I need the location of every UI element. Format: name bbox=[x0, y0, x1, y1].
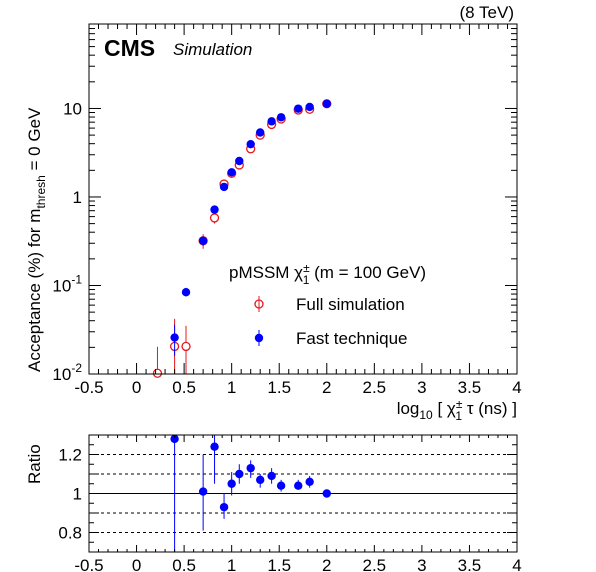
main-point-fast-technique bbox=[305, 102, 314, 112]
ratio-x-tick-label: 3 bbox=[417, 556, 426, 572]
main-y-tick-label-exp: -2 bbox=[71, 361, 82, 375]
legend-marker-full-simulation bbox=[254, 296, 264, 312]
ratio-y-axis-label: Ratio bbox=[25, 444, 44, 484]
main-point-full-simulation bbox=[209, 213, 220, 223]
legend-title-sup: ± bbox=[303, 261, 310, 275]
legend-title-sub: 1 bbox=[303, 273, 310, 287]
main-y-tick-label-base: 1 bbox=[73, 188, 82, 207]
x-axis-label-sub1: 10 bbox=[419, 408, 433, 422]
x-axis-label-post: τ (ns) ] bbox=[462, 399, 517, 418]
x-axis-label-sub2: 1 bbox=[455, 409, 462, 423]
ratio-point-ratio bbox=[276, 481, 286, 490]
x-axis-label-pre: log bbox=[397, 399, 420, 418]
ratio-point-ratio bbox=[267, 471, 276, 481]
ratio-x-tick-label: 3.5 bbox=[458, 556, 482, 572]
main-plot-marks bbox=[152, 99, 332, 378]
main-x-ticks: -0.5 0 0.5 1 1.5 2 2.5 3 3.5 4 bbox=[74, 24, 522, 397]
main-point-full-simulation bbox=[152, 368, 163, 378]
main-x-tick-label: 0.5 bbox=[172, 378, 196, 397]
ratio-point-ratio bbox=[210, 442, 219, 451]
legend-title-pre: pMSSM χ bbox=[229, 263, 303, 282]
main-y-tick-label-base: 10 bbox=[52, 276, 71, 295]
main-point-fast-technique bbox=[294, 104, 303, 113]
ratio-x-tick-label: 0 bbox=[132, 556, 141, 572]
main-point-fast-technique bbox=[246, 139, 255, 149]
main-point-fast-technique bbox=[227, 168, 236, 177]
main-y-tick-label: 1 bbox=[73, 188, 82, 207]
legend-title: pMSSM χ± 1 (m = 100 GeV) bbox=[229, 261, 426, 287]
main-x-tick-label: 2.5 bbox=[363, 378, 387, 397]
main-point-fast-technique bbox=[276, 113, 286, 122]
ratio-x-tick-label: 2 bbox=[322, 556, 331, 572]
main-point-fast-technique bbox=[219, 182, 229, 192]
ratio-x-ticks: -0.5 0 0.5 1 1.5 2 2.5 3 3.5 4 bbox=[74, 435, 522, 572]
main-y-axis-label-tail: = 0 GeV bbox=[25, 107, 44, 175]
main-y-axis-label-sub: thresh bbox=[34, 175, 48, 208]
main-x-tick-label: 3.5 bbox=[458, 378, 482, 397]
legend-entry-fast-technique: Fast technique bbox=[296, 329, 408, 348]
main-point-fast-technique bbox=[256, 128, 265, 137]
main-point-fast-technique bbox=[170, 333, 179, 342]
ratio-x-tick-label: 0.5 bbox=[172, 556, 196, 572]
main-y-axis-label: Acceptance (%) for mthresh = 0 GeV bbox=[25, 107, 48, 372]
main-x-tick-label: 1.5 bbox=[267, 378, 291, 397]
main-point-full-simulation bbox=[181, 341, 191, 352]
main-y-tick-label: 10-2 bbox=[52, 361, 82, 384]
ratio-x-tick-label: 1 bbox=[227, 556, 236, 572]
main-y-tick-label-base: 10 bbox=[63, 99, 82, 118]
x-axis-label-sup: ± bbox=[456, 397, 463, 411]
ratio-panel: -0.5 0 0.5 1 1.5 2 2.5 3 3.5 4 0.8 1 1.2 Ratio bbox=[25, 434, 522, 572]
ratio-x-tick-label: 1.5 bbox=[267, 556, 291, 572]
cms-label: CMS bbox=[104, 35, 155, 61]
ratio-y-tick-label: 1 bbox=[73, 485, 82, 504]
ratio-point-ratio bbox=[305, 477, 314, 486]
main-y-axis-label-main: Acceptance (%) for m bbox=[25, 209, 44, 372]
legend-title-post: (m = 100 GeV) bbox=[309, 263, 426, 282]
main-x-tick-label: 0 bbox=[132, 378, 141, 397]
main-point-fast-technique bbox=[267, 117, 276, 126]
main-y-tick-label-base: 10 bbox=[52, 365, 71, 384]
energy-label: (8 TeV) bbox=[460, 3, 515, 22]
main-point-fast-technique bbox=[322, 99, 331, 108]
main-y-tick-label-exp: -1 bbox=[71, 272, 82, 286]
ratio-point-ratio bbox=[256, 475, 265, 485]
main-x-tick-label: 1 bbox=[227, 378, 236, 397]
main-point-fast-technique bbox=[235, 156, 244, 166]
ratio-point-ratio bbox=[227, 479, 236, 488]
legend: pMSSM χ± 1 (m = 100 GeV) Full simulation … bbox=[229, 261, 426, 348]
ratio-x-tick-label: -0.5 bbox=[74, 556, 103, 572]
ratio-point-ratio bbox=[235, 469, 244, 479]
ratio-x-tick-label: 4 bbox=[512, 556, 521, 572]
ratio-point-ratio bbox=[246, 463, 255, 473]
legend-marker-fast-technique bbox=[254, 330, 264, 346]
legend-entry-full-simulation: Full simulation bbox=[296, 295, 405, 314]
x-axis-label-mid: [ χ bbox=[433, 399, 456, 418]
main-point-fast-technique bbox=[181, 287, 191, 297]
main-y-tick-label: 10 bbox=[63, 99, 82, 118]
main-plot-frame bbox=[88, 23, 518, 375]
ratio-point-ratio bbox=[198, 487, 208, 496]
ratio-plot-marks bbox=[89, 434, 517, 552]
main-x-tick-label: 2 bbox=[322, 378, 331, 397]
ratio-point-ratio bbox=[322, 489, 331, 498]
ratio-y-tick-label: 0.8 bbox=[58, 524, 82, 543]
main-x-tick-label: 3 bbox=[417, 378, 426, 397]
simulation-label: Simulation bbox=[173, 40, 252, 59]
x-axis-label: log10 [ χ± 1 τ (ns) ] bbox=[397, 397, 517, 423]
main-point-fast-technique bbox=[210, 205, 219, 214]
main-x-tick-label: 4 bbox=[512, 378, 521, 397]
main-x-tick-label: -0.5 bbox=[74, 378, 103, 397]
ratio-point-ratio bbox=[294, 481, 303, 490]
ratio-point-ratio bbox=[170, 434, 179, 444]
ratio-y-ticks: 0.8 1 1.2 bbox=[58, 434, 517, 553]
ratio-point-ratio bbox=[219, 502, 229, 512]
main-point-fast-technique bbox=[198, 236, 208, 245]
ratio-y-tick-label: 1.2 bbox=[58, 446, 82, 465]
ratio-x-tick-label: 2.5 bbox=[363, 556, 387, 572]
main-y-tick-label: 10-1 bbox=[52, 272, 82, 295]
